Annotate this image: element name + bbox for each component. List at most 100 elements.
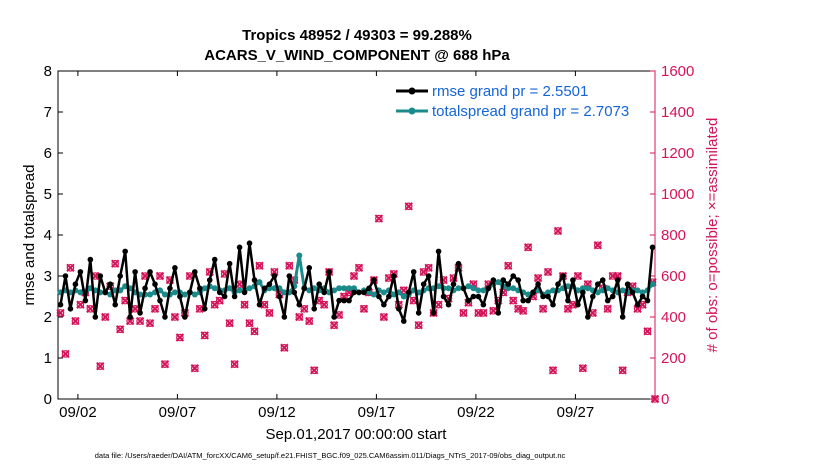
rmse-point [127,314,133,320]
obs-possible-marker [96,362,105,371]
rmse-point [644,297,651,304]
obs-count-point [533,273,543,283]
obs-count-point [150,304,160,314]
rmse-point [266,281,273,288]
obs-count-point [145,318,155,328]
y-tick-label-left: 4 [44,227,52,244]
rmse-point [624,281,631,288]
rmse-point [301,285,308,292]
plot-frame [57,70,656,400]
obs-count-point [319,300,329,309]
obs-possible-marker [66,263,75,272]
obs-count-point [479,308,488,318]
obs-possible-marker [424,263,433,272]
obs-possible-marker [608,272,617,280]
y-tick-label-left: 1 [44,350,52,367]
totalspread-point [550,287,557,294]
obs-count-point [61,349,70,359]
rmse-point [281,314,288,320]
totalspread-point [370,291,377,298]
x-tick-label: 09/02 [59,404,97,421]
totalspread-point [281,289,288,296]
totalspread-point [201,285,208,292]
obs-possible-marker [116,325,124,334]
obs-count-point [603,304,612,314]
rmse-point [410,269,417,275]
rmse-point [525,297,531,304]
totalspread-point [346,285,353,292]
x-axis: 09/02 09/07 09/12 09/17 09/22 09/27 [59,71,594,421]
rmse-point [316,281,322,288]
obs-count-point [250,327,259,336]
rmse-point [590,293,596,300]
rmse-point [381,301,387,308]
rmse-point [192,269,198,275]
obs-assimilated-marker [638,300,647,309]
rmse-point [425,273,432,279]
rmse-point [649,244,656,251]
obs-count-point [374,214,384,223]
obs-count-point [518,306,528,316]
obs-count-point [300,304,309,314]
rmse-point [405,289,412,296]
obs-assimilated-marker [424,263,433,273]
obs-assimilated-marker [349,271,359,281]
rmse-point [580,289,586,296]
legend: rmse grand pr = 2.5501 totalspread grand… [396,83,629,120]
obs-possible-marker [146,319,154,327]
obs-count-point [573,271,583,281]
obs-assimilated-marker [285,261,294,270]
obs-assimilated-marker [354,263,364,273]
obs-count-point [111,259,120,268]
obs-possible-marker [156,272,164,280]
x-tick-label: 09/12 [258,404,296,421]
obs-assimilated-marker [175,333,185,342]
obs-possible-marker [176,333,184,342]
rmse-point [505,281,512,288]
obs-possible-marker [330,321,338,330]
obs-count-point [135,316,145,326]
obs-assimilated-marker [553,226,563,236]
rmse-point [575,301,581,308]
totalspread-point [236,287,243,294]
rmse-point [614,277,621,283]
obs-possible-marker [380,313,388,321]
rmse-point [147,269,153,275]
obs-count-point [379,312,389,322]
obs-assimilated-marker [329,320,339,330]
y-tick-label-right: 1000 [661,186,694,203]
obs-possible-marker [101,313,110,321]
obs-assimilated-marker [190,364,200,373]
obs-count-point [553,226,563,236]
obs-count-point [66,263,75,273]
obs-possible-marker [76,300,85,309]
y-tick-label-right: 1400 [661,104,694,121]
obs-assimilated-marker [140,271,150,281]
obs-assimilated-marker [479,308,488,318]
obs-possible-marker [375,214,383,223]
rmse-point [187,289,193,296]
chart-title-line2: ACARS_V_WIND_COMPONENT @ 688 hPa [204,47,510,64]
rmse-point [560,273,566,279]
obs-assimilated-marker [115,325,125,334]
obs-count-point [509,296,518,305]
totalspread-point [584,285,591,292]
rmse-point [455,260,462,267]
rmse-point [609,293,616,300]
obs-possible-marker [240,300,249,309]
obs-count-point [459,308,468,318]
totalspread-point [246,285,253,292]
obs-possible-marker [549,366,557,375]
rmse-point [639,293,646,300]
obs-assimilated-marker [588,308,598,318]
obs-possible-marker [305,317,314,325]
obs-assimilated-marker [200,331,209,340]
obs-count-point [56,308,65,318]
totalspread-point [296,252,303,259]
rmse-point [634,301,641,308]
obs-possible-marker [360,304,368,313]
obs-count-point [523,243,533,252]
obs-count-point [225,318,234,328]
obs-assimilated-marker [459,308,468,318]
obs-count-point [160,359,170,369]
